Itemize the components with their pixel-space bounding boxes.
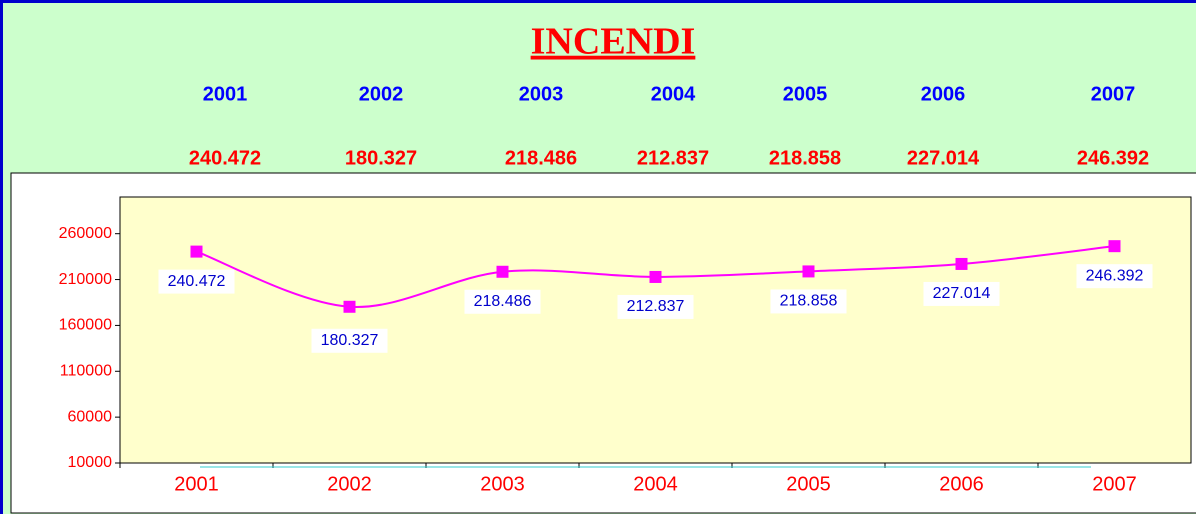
header-value: 246.392 <box>1077 147 1149 169</box>
data-label-box <box>923 281 1000 306</box>
y-tick-label: 210000 <box>59 271 112 288</box>
header-year: 2002 <box>359 83 404 105</box>
data-label: 180.327 <box>321 332 379 349</box>
data-point <box>343 300 356 313</box>
chart-title: INCENDI <box>531 21 696 63</box>
data-point <box>802 265 815 278</box>
data-label-box <box>464 289 541 314</box>
header-value: 180.327 <box>345 147 417 169</box>
header-value: 218.486 <box>505 147 577 169</box>
header-year: 2007 <box>1091 83 1136 105</box>
x-tick-label: 2005 <box>786 473 831 495</box>
y-tick-label: 110000 <box>60 362 112 379</box>
data-point <box>496 265 509 278</box>
x-tick-label: 2002 <box>327 473 372 495</box>
header-year: 2004 <box>651 83 696 105</box>
data-label: 218.486 <box>474 293 532 310</box>
header-value: 227.014 <box>907 147 980 169</box>
data-label: 227.014 <box>933 285 991 302</box>
data-label-box <box>311 328 388 353</box>
y-tick-label: 10000 <box>68 454 113 471</box>
x-tick-label: 2001 <box>174 473 219 495</box>
data-point <box>955 257 968 270</box>
x-tick-label: 2007 <box>1092 473 1137 495</box>
chart: INCENDI 10000 60000 110000 160000 210000 2600… <box>10 21 1196 514</box>
y-tick-label: 160000 <box>59 317 112 334</box>
x-tick-label: 2004 <box>633 473 678 495</box>
data-label-box <box>770 289 847 314</box>
header-value: 240.472 <box>189 147 261 169</box>
header-value: 212.837 <box>637 147 709 169</box>
header-year: 2003 <box>519 83 564 105</box>
header-year: 2006 <box>921 83 966 105</box>
data-label-box <box>617 294 694 319</box>
data-label: 212.837 <box>627 298 685 315</box>
data-label: 218.858 <box>780 293 838 310</box>
data-point <box>649 270 662 283</box>
plot-area <box>119 196 1192 464</box>
header-year: 2005 <box>783 83 828 105</box>
y-tick-label: 60000 <box>68 408 113 425</box>
data-point <box>1108 240 1121 253</box>
data-label-box <box>1076 264 1153 289</box>
data-label: 240.472 <box>168 273 226 290</box>
data-label: 246.392 <box>1086 267 1144 284</box>
x-tick-label: 2006 <box>939 473 984 495</box>
y-tick-label: 260000 <box>59 225 112 242</box>
header-value: 218.858 <box>769 147 841 169</box>
header-year: 2001 <box>203 83 248 105</box>
x-tick-label: 2003 <box>480 473 525 495</box>
data-label-box <box>158 269 235 294</box>
data-point <box>190 245 203 258</box>
